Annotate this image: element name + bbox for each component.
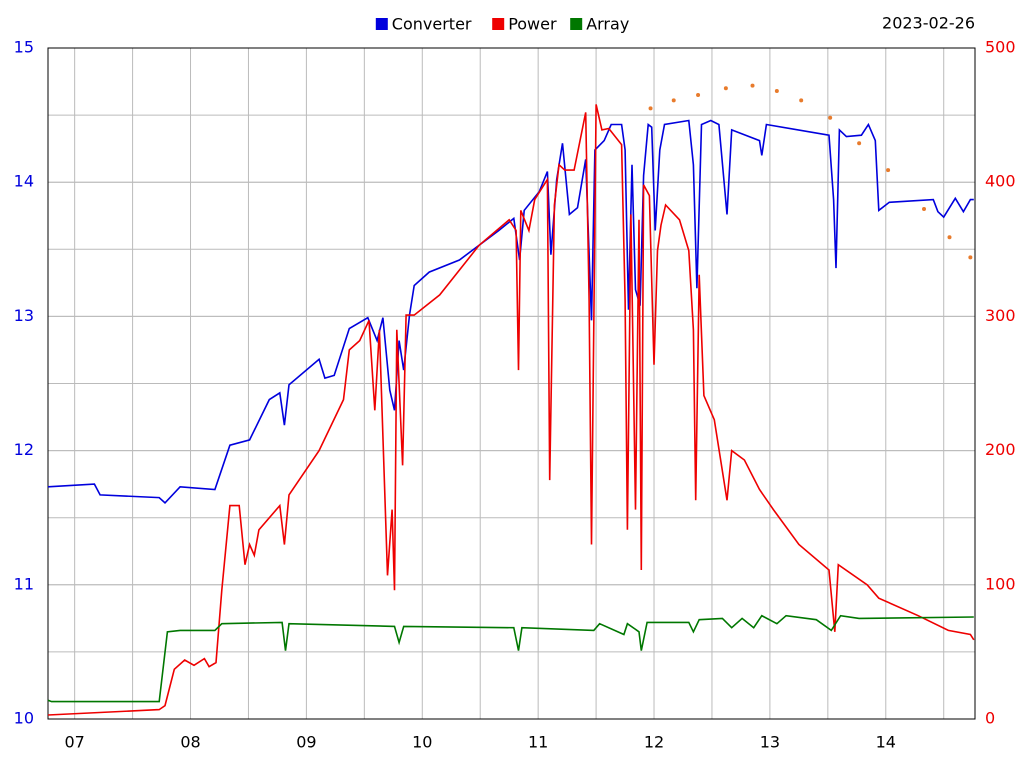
y2-tick-label: 300: [985, 306, 1016, 325]
forecast-dot: [947, 235, 952, 240]
legend-label: Converter: [392, 15, 472, 34]
forecast-dot: [723, 86, 728, 91]
y-tick-label: 10: [14, 709, 34, 728]
forecast-dot: [648, 106, 653, 111]
x-tick-label: 09: [296, 733, 316, 752]
y2-tick-label: 500: [985, 38, 1016, 57]
series-line: [47, 119, 974, 505]
forecast-dot: [774, 88, 779, 93]
forecast-dot: [857, 141, 862, 146]
x-tick-label: 10: [412, 733, 432, 752]
legend-label: Array: [586, 15, 629, 34]
x-tick-label: 14: [876, 733, 896, 752]
forecast-dot: [696, 92, 701, 97]
y2-tick-label: 0: [985, 709, 995, 728]
series-line: [47, 614, 974, 703]
legend-swatch: [570, 18, 583, 30]
forecast-dot: [922, 207, 927, 212]
forecast-dot: [886, 168, 891, 173]
date-label: 2023-02-26: [882, 14, 975, 33]
legend-swatch: [492, 18, 505, 30]
forecast-dot: [968, 255, 973, 260]
forecast-dot: [828, 115, 833, 120]
y-tick-label: 12: [14, 440, 34, 459]
forecast-dot: [750, 83, 755, 88]
y2-tick-label: 200: [985, 440, 1016, 459]
y-tick-label: 11: [14, 574, 34, 593]
y2-tick-label: 400: [985, 172, 1016, 191]
legend-swatch: [375, 18, 388, 30]
forecast-dot: [671, 98, 676, 103]
y-tick-label: 15: [14, 38, 34, 57]
y2-tick-label: 100: [985, 574, 1016, 593]
x-tick-label: 08: [180, 733, 200, 752]
x-tick-label: 07: [64, 733, 84, 752]
y-tick-label: 13: [14, 306, 34, 325]
forecast-dot: [799, 98, 804, 103]
x-tick-label: 13: [760, 733, 780, 752]
x-tick-label: 12: [644, 733, 664, 752]
y-tick-label: 14: [14, 172, 34, 191]
legend-label: Power: [508, 15, 557, 34]
plot-frame: [47, 47, 976, 720]
x-tick-label: 11: [528, 733, 548, 752]
series-line: [47, 104, 975, 716]
